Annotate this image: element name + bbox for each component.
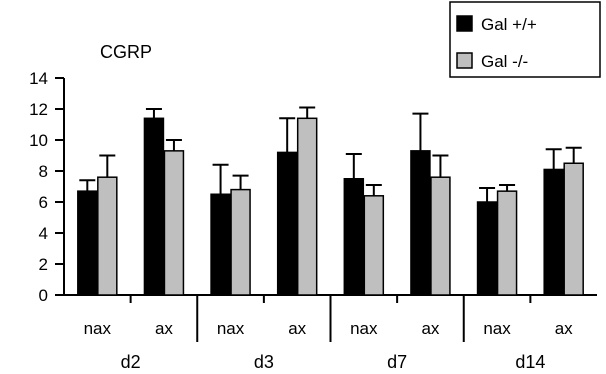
bars	[77, 106, 584, 296]
bar-galwt-3	[276, 151, 298, 296]
y-tick-label-2: 2	[39, 255, 48, 274]
bar-galko-5	[430, 176, 451, 296]
category-label: ax	[421, 319, 439, 338]
category-label: nax	[84, 319, 112, 338]
bar-galko-4	[363, 195, 385, 296]
bar-galwt-1	[143, 117, 165, 296]
x-labels: nax ax nax ax nax ax nax ax d2 d3 d7 d14	[84, 319, 574, 372]
y-tick-label-8: 8	[39, 162, 48, 181]
bar-galwt-0	[77, 190, 98, 296]
bar-galwt-2	[210, 193, 231, 296]
legend-label-0: Gal +/+	[481, 15, 537, 34]
legend: Gal +/+ Gal -/-	[449, 1, 601, 78]
bar-galko-7	[563, 162, 584, 296]
category-label: nax	[483, 319, 511, 338]
category-label: ax	[155, 319, 173, 338]
group-label-d2: d2	[121, 352, 141, 372]
legend-swatch-0	[456, 15, 473, 32]
category-label: ax	[555, 319, 573, 338]
bar-galko-6	[496, 190, 518, 296]
legend-label-1: Gal -/-	[481, 52, 528, 71]
y-tick-label-0: 0	[39, 286, 48, 305]
y-tick-label-6: 6	[39, 193, 48, 212]
legend-swatch-1	[456, 52, 473, 69]
bar-galwt-4	[343, 178, 365, 296]
group-label-d7: d7	[387, 352, 407, 372]
bar-galko-3	[296, 117, 318, 296]
bar-galwt-6	[476, 201, 498, 296]
bar-galko-1	[163, 150, 185, 296]
y-tick-label-14: 14	[29, 69, 48, 88]
bar-galwt-7	[543, 168, 564, 296]
bar-galko-0	[97, 176, 118, 296]
y-tick-label-4: 4	[39, 224, 48, 243]
y-tick-label-10: 10	[29, 131, 48, 150]
bar-galwt-5	[410, 150, 431, 296]
chart-title: CGRP	[100, 42, 152, 62]
category-label: ax	[288, 319, 306, 338]
category-label: nax	[350, 319, 378, 338]
group-label-d14: d14	[515, 352, 545, 372]
bar-galko-2	[230, 188, 251, 296]
legend-box	[449, 1, 601, 78]
y-tick-label-12: 12	[29, 100, 48, 119]
category-label: nax	[217, 319, 245, 338]
group-label-d3: d3	[254, 352, 274, 372]
